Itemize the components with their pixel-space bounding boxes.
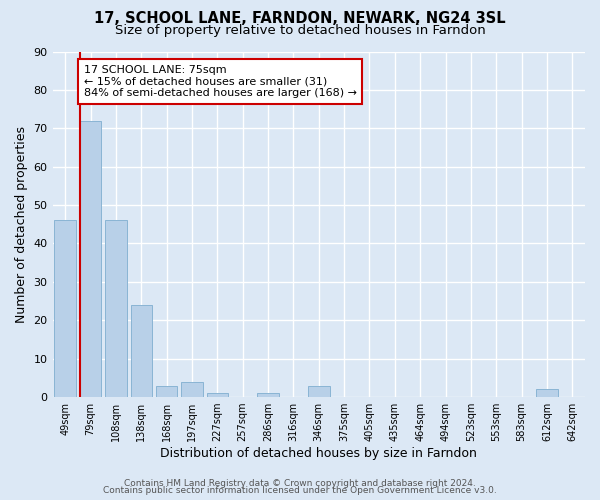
- Bar: [156, 386, 178, 397]
- Bar: [105, 220, 127, 397]
- Bar: [55, 220, 76, 397]
- Y-axis label: Number of detached properties: Number of detached properties: [15, 126, 28, 323]
- Bar: [181, 382, 203, 397]
- Text: Contains public sector information licensed under the Open Government Licence v3: Contains public sector information licen…: [103, 486, 497, 495]
- Bar: [80, 120, 101, 397]
- Text: 17, SCHOOL LANE, FARNDON, NEWARK, NG24 3SL: 17, SCHOOL LANE, FARNDON, NEWARK, NG24 3…: [94, 11, 506, 26]
- Bar: [257, 393, 279, 397]
- Bar: [308, 386, 329, 397]
- Text: 17 SCHOOL LANE: 75sqm
← 15% of detached houses are smaller (31)
84% of semi-deta: 17 SCHOOL LANE: 75sqm ← 15% of detached …: [83, 65, 356, 98]
- Bar: [536, 390, 558, 397]
- Text: Size of property relative to detached houses in Farndon: Size of property relative to detached ho…: [115, 24, 485, 37]
- X-axis label: Distribution of detached houses by size in Farndon: Distribution of detached houses by size …: [160, 447, 477, 460]
- Bar: [131, 305, 152, 397]
- Text: Contains HM Land Registry data © Crown copyright and database right 2024.: Contains HM Land Registry data © Crown c…: [124, 478, 476, 488]
- Bar: [206, 393, 228, 397]
